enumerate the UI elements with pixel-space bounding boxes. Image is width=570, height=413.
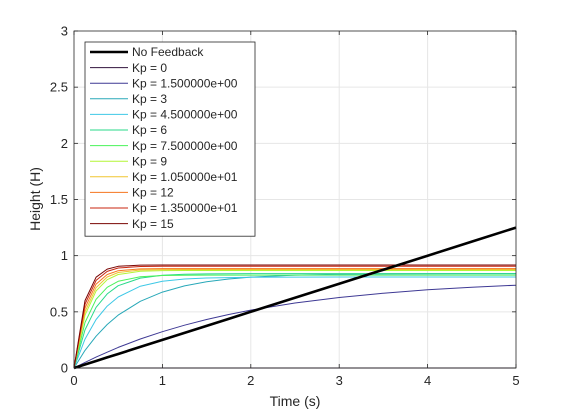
series-line [73,270,516,369]
legend-label: Kp = 6 [132,123,167,137]
series-line [73,269,516,369]
series-line [73,284,517,369]
legend-label: Kp = 1.050000e+01 [132,170,238,184]
y-axis-label: Height (H) [27,167,43,231]
x-tick-label: 1 [159,373,166,388]
y-tick-label: 0 [61,361,68,376]
x-tick-label: 2 [247,373,254,388]
legend-label: Kp = 7.500000e+00 [132,139,238,153]
x-tick-label: 5 [512,373,519,388]
legend-box [84,41,256,237]
legend-label: Kp = 3 [132,92,167,106]
legend-label: Kp = 1.350000e+01 [132,201,238,215]
y-tick-label: 1 [61,248,68,263]
legend-label: Kp = 1.500000e+00 [132,76,238,90]
legend-label: Kp = 4.500000e+00 [132,108,238,122]
legend-label: Kp = 15 [132,217,174,231]
axis-ticks: 0 1 2 3 4 5 0 0.5 1 1.5 2 2.5 3 [50,24,520,389]
legend-label: Kp = 9 [132,154,167,168]
legend-label: Kp = 12 [132,186,174,200]
series-line [73,273,516,369]
series-line [73,274,516,369]
y-tick-label: 2 [61,136,68,151]
y-tick-label: 1.5 [50,192,68,207]
series-line [73,276,516,369]
y-tick-label: 2.5 [50,80,68,95]
legend-label: No Feedback [132,45,204,59]
x-tick-label: 0 [70,373,77,388]
x-axis-label: Time (s) [270,393,321,409]
legend: No Feedback Kp = 0Kp = 1.500000e+00 Kp = 3… [84,41,256,237]
x-tick-label: 4 [424,373,431,388]
y-tick-label: 3 [61,24,68,39]
x-tick-label: 3 [336,373,343,388]
series-line [73,268,516,369]
y-tick-label: 0.5 [50,304,68,319]
series-line [73,226,517,370]
legend-label: Kp = 0 [132,61,167,75]
